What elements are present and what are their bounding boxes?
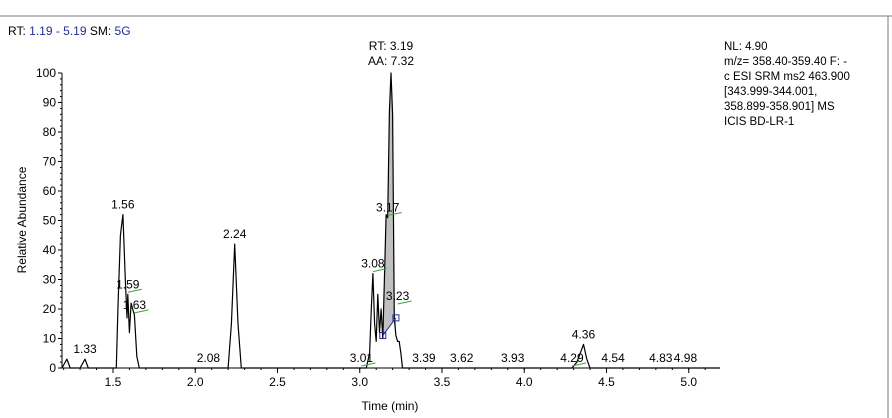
peak-start-marker[interactable]: [379, 332, 387, 340]
peak-label-tick: [127, 288, 142, 293]
chromatogram-trace: [61, 72, 720, 369]
peak-label-tick: [361, 362, 376, 367]
x-tick-label: 3.5: [434, 375, 451, 389]
y-tick-label: 30: [43, 273, 57, 287]
info-line: c ESI SRM ms2 463.900: [724, 71, 850, 83]
y-tick-label: 20: [43, 302, 57, 316]
y-tick-label: 40: [43, 243, 57, 257]
main-peak-rt: RT: 3.19: [369, 39, 414, 53]
info-line: 358.899-358.901] MS: [724, 101, 835, 113]
y-tick-label: 50: [43, 214, 57, 228]
peak-label-tick: [571, 362, 587, 367]
peak-label: 1.33: [73, 342, 97, 356]
x-tick-label: 3.0: [351, 375, 368, 389]
info-line: ICIS BD-LR-1: [724, 116, 795, 128]
peak-label-tick: [397, 300, 412, 305]
peak-label: 3.93: [501, 351, 525, 365]
info-box: NL: 4.90 m/z= 358.40-359.40 F: - c ESI S…: [724, 40, 884, 130]
y-tick-label: 70: [43, 155, 57, 169]
peak-label: 4.54: [601, 351, 625, 365]
y-tick-label: 0: [49, 361, 56, 375]
peak-label: 4.29: [560, 351, 584, 365]
x-tick-label: 1.5: [105, 375, 122, 389]
peak-label-tick: [387, 212, 402, 217]
x-axis-label: Time (min): [362, 399, 419, 413]
x-tick-label: 5.0: [680, 375, 697, 389]
sm-label: SM:: [89, 24, 112, 38]
peak-label: 2.08: [197, 351, 221, 365]
peak-label-tick: [134, 309, 149, 314]
plot-area: 1.33 1.56 1.59 1.63 2.08 2.24 3.01 3.08 3.17 3.23…: [61, 39, 720, 369]
header-line: RT: 1.19 - 5.19 SM: 5G: [8, 24, 131, 38]
peak-label: 4.98: [674, 351, 698, 365]
x-tick-label: 4.0: [516, 375, 533, 389]
y-tick-label: 10: [43, 332, 57, 346]
peak-label: 1.56: [111, 198, 135, 212]
peak-label: 4.83: [649, 351, 673, 365]
info-line: [343.999-344.001,: [724, 86, 818, 98]
y-axis-label: Relative Abundance: [15, 166, 29, 273]
x-tick-label: 2.5: [269, 375, 286, 389]
sm-value: 5G: [114, 24, 131, 38]
y-tick-label: 90: [43, 96, 57, 110]
info-line: m/z= 358.40-359.40 F: -: [724, 56, 848, 68]
x-tick-label: 4.5: [598, 375, 615, 389]
peak-label: 3.08: [361, 257, 385, 271]
rt-label: RT:: [8, 24, 26, 38]
peak-label-tick: [372, 268, 388, 273]
peak-label: 3.23: [386, 289, 410, 303]
main-peak-area: AA: 7.32: [368, 54, 414, 68]
peak-label: 3.39: [412, 351, 436, 365]
peak-label: 3.17: [376, 201, 400, 215]
peak-label: 3.01: [350, 351, 374, 365]
rt-range: 1.19 - 5.19: [29, 24, 87, 38]
peak-label: 2.24: [223, 227, 247, 241]
x-tick-label: 2.0: [187, 375, 204, 389]
peak-label: 3.62: [450, 351, 474, 365]
peak-label: 1.59: [116, 277, 140, 291]
peak-label: 4.36: [572, 327, 596, 341]
y-tick-label: 80: [43, 125, 57, 139]
info-line: NL: 4.90: [724, 41, 768, 53]
y-tick-label: 60: [43, 184, 57, 198]
peak-end-marker[interactable]: [392, 314, 400, 322]
peak-label: 1.63: [123, 298, 147, 312]
axes: 0 10 20 30 40 50 60 70 80 90 100 1.5 2.0 2.5 3.0 3.5 4.0…: [36, 66, 720, 389]
y-tick-label: 100: [36, 66, 56, 80]
